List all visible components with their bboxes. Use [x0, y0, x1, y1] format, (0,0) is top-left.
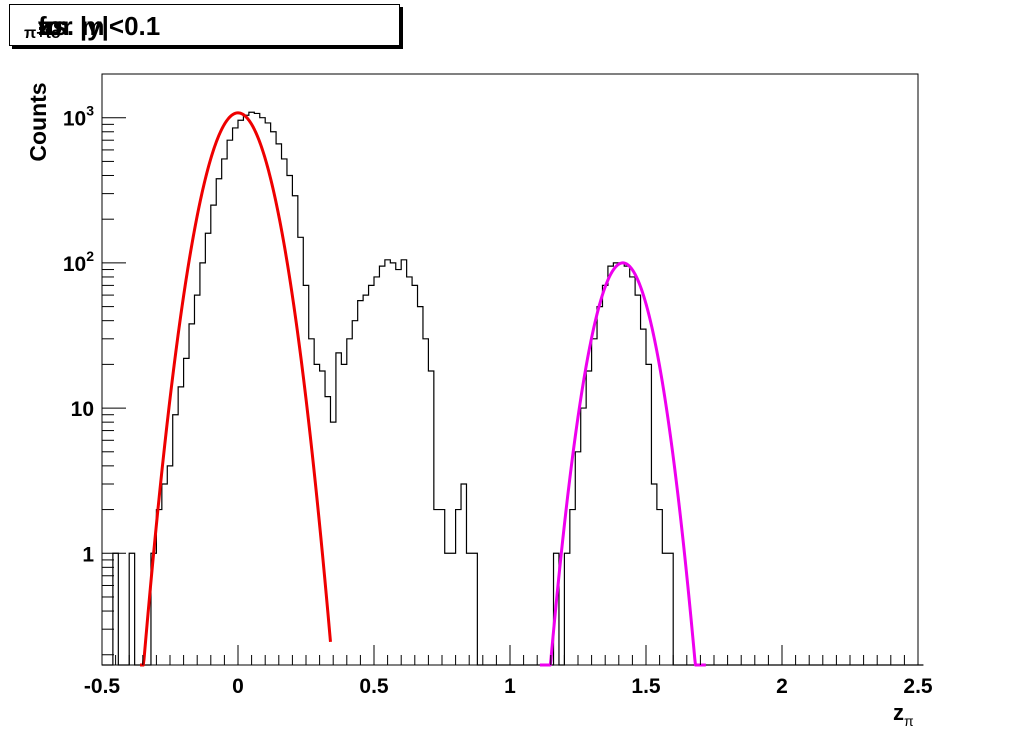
- x-tick-label: 1: [504, 675, 516, 698]
- y-axis-label: Counts: [25, 82, 51, 161]
- y-tick-label: 102: [63, 248, 94, 276]
- chart-title: z π+ vs. m t -m o for |y|<0.1: [24, 11, 161, 43]
- x-tick-label: 0.5: [359, 675, 389, 698]
- x-tick-label: 2: [776, 675, 788, 698]
- y-tick-label: 1: [82, 543, 94, 566]
- chart-title-box: z π+ vs. m t -m o for |y|<0.1: [9, 4, 400, 46]
- x-tick-label: 0: [232, 675, 244, 698]
- histogram-outline: [102, 111, 924, 666]
- plot-frame: [101, 73, 919, 666]
- x-axis-label: zπ: [893, 700, 914, 729]
- gaussian-fit-1: [139, 111, 332, 667]
- histogram-layer: [102, 111, 924, 666]
- y-tick-label: 10: [71, 398, 94, 421]
- x-tick-label: -0.5: [84, 675, 121, 698]
- x-tick-label: 1.5: [631, 675, 661, 698]
- y-tick-label: 103: [63, 103, 94, 131]
- x-tick-label: 2.5: [903, 675, 933, 698]
- fit-curves-layer: [139, 111, 707, 667]
- gaussian-fit-2: [539, 261, 707, 667]
